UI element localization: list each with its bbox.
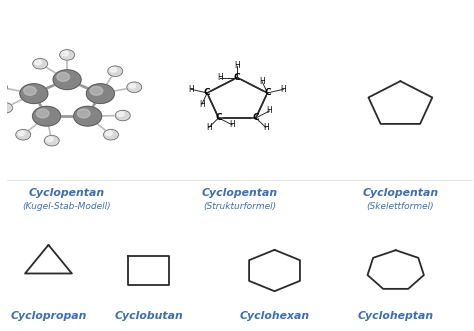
Text: Cyclohexan: Cyclohexan: [239, 311, 310, 321]
Circle shape: [33, 106, 61, 126]
Text: H: H: [263, 123, 269, 132]
Text: H: H: [199, 100, 205, 109]
Circle shape: [60, 50, 74, 60]
Circle shape: [73, 106, 101, 126]
Circle shape: [0, 82, 8, 92]
Text: C: C: [264, 88, 271, 97]
Text: C: C: [253, 114, 259, 122]
Text: Cycloheptan: Cycloheptan: [358, 311, 434, 321]
Circle shape: [35, 60, 41, 65]
Text: H: H: [259, 77, 265, 86]
Text: H: H: [266, 107, 272, 116]
Text: (Skelettformel): (Skelettformel): [366, 202, 434, 211]
Circle shape: [115, 110, 130, 121]
Circle shape: [90, 86, 103, 95]
Text: H: H: [206, 123, 211, 132]
Text: C: C: [234, 73, 240, 82]
Text: C: C: [215, 114, 222, 122]
Circle shape: [108, 66, 123, 76]
Circle shape: [53, 70, 81, 89]
Circle shape: [20, 84, 48, 104]
Circle shape: [0, 103, 12, 113]
Circle shape: [127, 82, 142, 92]
Circle shape: [0, 83, 1, 88]
Circle shape: [36, 109, 49, 118]
Text: (Strukturformel): (Strukturformel): [203, 202, 276, 211]
Text: Cyclopentan: Cyclopentan: [29, 188, 105, 198]
Circle shape: [0, 104, 6, 109]
Circle shape: [62, 51, 68, 56]
Circle shape: [86, 84, 114, 104]
Text: H: H: [281, 85, 286, 94]
Circle shape: [77, 109, 90, 118]
Text: H: H: [234, 61, 240, 70]
Text: H: H: [229, 120, 235, 129]
Circle shape: [44, 135, 59, 146]
Circle shape: [57, 72, 70, 81]
Circle shape: [110, 68, 117, 72]
Text: (Kugel-Stab-Modell): (Kugel-Stab-Modell): [23, 202, 111, 211]
Text: C: C: [204, 88, 210, 97]
Text: Cyclopropan: Cyclopropan: [10, 311, 87, 321]
Circle shape: [33, 59, 48, 69]
Circle shape: [118, 112, 124, 117]
Text: Cyclobutan: Cyclobutan: [114, 311, 183, 321]
Circle shape: [18, 131, 25, 136]
Circle shape: [46, 137, 53, 142]
Circle shape: [106, 131, 112, 136]
Text: Cyclopentan: Cyclopentan: [362, 188, 438, 198]
Circle shape: [16, 129, 31, 140]
Circle shape: [103, 129, 118, 140]
Text: H: H: [188, 85, 194, 94]
Circle shape: [129, 83, 136, 88]
Circle shape: [24, 86, 36, 95]
Text: H: H: [218, 73, 223, 82]
Text: Cyclopentan: Cyclopentan: [201, 188, 278, 198]
